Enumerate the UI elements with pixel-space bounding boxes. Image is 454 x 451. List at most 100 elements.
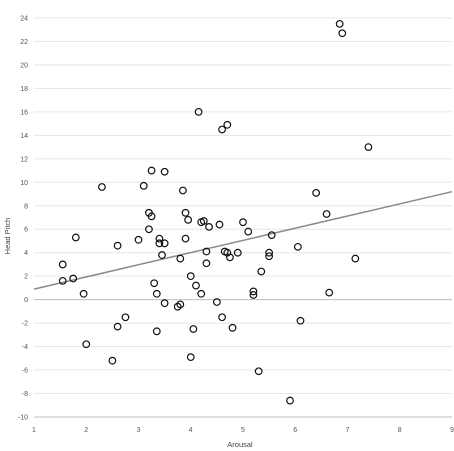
data-point — [58, 276, 67, 285]
y-tick-label: 20 — [20, 62, 28, 69]
data-point — [293, 242, 302, 251]
y-tick-label: 6 — [24, 227, 28, 234]
x-tick-label: 2 — [84, 427, 88, 434]
data-point — [152, 289, 161, 298]
data-point — [189, 325, 198, 333]
y-tick-label: 12 — [20, 156, 28, 163]
data-point — [160, 299, 169, 308]
data-point — [139, 181, 148, 190]
data-point — [364, 143, 373, 151]
data-point — [351, 254, 360, 263]
data-point — [223, 120, 232, 129]
y-tick-label: 16 — [20, 109, 28, 116]
data-point — [265, 252, 274, 261]
data-point — [212, 298, 221, 306]
data-point — [286, 396, 294, 405]
data-point — [108, 356, 117, 365]
data-point — [160, 239, 169, 248]
data-point — [254, 367, 263, 376]
data-point — [218, 313, 227, 322]
data-point — [192, 281, 200, 290]
data-point — [296, 316, 305, 325]
data-point — [71, 233, 80, 242]
data-point — [113, 322, 122, 331]
data-point — [257, 267, 266, 276]
data-point — [69, 274, 78, 283]
trendline — [33, 190, 453, 290]
x-tick-label: 6 — [293, 427, 297, 434]
trendline-group — [33, 190, 453, 290]
y-tick-label: 18 — [20, 86, 28, 93]
x-tick-label: 5 — [241, 427, 245, 434]
data-points — [58, 19, 373, 405]
data-point — [239, 218, 247, 227]
data-point — [194, 107, 203, 116]
data-point — [244, 227, 253, 236]
data-point — [79, 289, 88, 298]
data-point — [147, 166, 156, 175]
data-point — [197, 289, 206, 298]
y-tick-label: 4 — [24, 250, 28, 257]
data-point — [152, 327, 161, 336]
data-point — [249, 287, 258, 296]
data-point — [226, 253, 234, 262]
x-tick-labels: 1 2 3 4 5 6 7 8 9 — [32, 427, 454, 434]
data-point — [176, 254, 185, 263]
y-tick-label: 0 — [24, 297, 28, 304]
data-point — [186, 353, 195, 362]
data-point — [145, 225, 153, 234]
y-tick-label: -10 — [18, 415, 28, 422]
data-point — [134, 235, 143, 244]
data-point — [181, 208, 190, 217]
data-point — [179, 186, 187, 195]
y-tick-label: 8 — [24, 203, 28, 210]
y-tick-label: 2 — [24, 274, 28, 281]
data-point — [202, 247, 211, 256]
x-axis-label: Arousal — [227, 440, 253, 449]
data-point — [184, 215, 193, 224]
data-point — [121, 313, 130, 322]
data-point — [335, 19, 344, 28]
x-tick-label: 7 — [346, 427, 350, 434]
data-point — [98, 183, 106, 191]
y-axis-label: Head Pitch — [3, 218, 12, 255]
data-point — [338, 29, 347, 38]
data-point — [249, 291, 258, 299]
data-point — [325, 288, 334, 297]
data-point — [113, 241, 122, 250]
data-point — [160, 167, 169, 176]
data-point — [186, 272, 195, 281]
data-point — [265, 248, 274, 257]
data-point — [82, 340, 91, 349]
y-tick-label: -6 — [22, 368, 28, 375]
x-tick-label: 8 — [398, 427, 402, 434]
data-point — [312, 188, 321, 197]
y-tick-label: -4 — [22, 344, 28, 351]
data-point — [322, 210, 331, 218]
data-point — [147, 212, 156, 221]
axes — [34, 299, 452, 418]
data-point — [202, 259, 211, 268]
x-tick-label: 4 — [189, 427, 193, 434]
data-point — [181, 234, 190, 243]
x-tick-label: 1 — [32, 427, 36, 434]
gridlines — [34, 17, 452, 418]
data-point — [199, 217, 208, 225]
data-point — [176, 300, 185, 309]
data-point — [155, 239, 164, 248]
y-tick-label: 22 — [20, 39, 28, 46]
data-point — [218, 125, 227, 134]
x-tick-label: 3 — [137, 427, 141, 434]
data-point — [267, 231, 276, 240]
y-tick-label: -2 — [22, 321, 28, 328]
data-point — [155, 234, 164, 243]
data-point — [205, 222, 213, 231]
data-point — [158, 251, 166, 259]
data-point — [58, 260, 67, 269]
data-point — [150, 279, 159, 288]
data-point — [228, 323, 237, 332]
y-tick-label: -8 — [22, 391, 28, 398]
data-point — [215, 220, 224, 229]
